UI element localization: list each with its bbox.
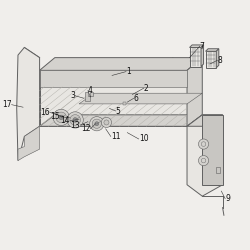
Text: 2: 2 xyxy=(144,84,148,93)
Text: 16: 16 xyxy=(40,108,50,117)
Circle shape xyxy=(198,139,209,149)
Text: 15: 15 xyxy=(50,112,60,121)
Text: 12: 12 xyxy=(81,124,90,133)
Polygon shape xyxy=(123,102,126,105)
Circle shape xyxy=(101,117,112,128)
Polygon shape xyxy=(17,48,40,160)
Circle shape xyxy=(73,118,78,122)
Polygon shape xyxy=(40,70,187,126)
Text: 10: 10 xyxy=(139,134,148,143)
Circle shape xyxy=(95,122,99,126)
Polygon shape xyxy=(206,51,216,68)
Polygon shape xyxy=(190,48,201,66)
Text: 8: 8 xyxy=(218,56,222,65)
Polygon shape xyxy=(190,45,203,48)
Text: 17: 17 xyxy=(2,100,12,109)
Polygon shape xyxy=(216,168,220,172)
Polygon shape xyxy=(187,58,202,126)
Text: 1: 1 xyxy=(126,67,131,76)
Circle shape xyxy=(104,120,109,125)
Polygon shape xyxy=(40,70,187,87)
Polygon shape xyxy=(206,49,219,51)
Circle shape xyxy=(198,156,209,166)
Text: 11: 11 xyxy=(111,132,120,141)
Polygon shape xyxy=(216,49,219,68)
Polygon shape xyxy=(18,126,40,160)
Circle shape xyxy=(56,112,66,123)
Circle shape xyxy=(59,115,64,120)
Polygon shape xyxy=(79,93,202,104)
Polygon shape xyxy=(202,115,222,185)
Polygon shape xyxy=(201,45,203,66)
Polygon shape xyxy=(40,58,202,70)
Polygon shape xyxy=(187,115,222,126)
Text: 13: 13 xyxy=(71,120,80,130)
Text: 6: 6 xyxy=(134,94,138,103)
Text: 3: 3 xyxy=(70,91,75,100)
Text: 5: 5 xyxy=(116,106,121,116)
Circle shape xyxy=(92,119,102,128)
Text: 14: 14 xyxy=(60,116,70,125)
Polygon shape xyxy=(40,115,202,126)
Circle shape xyxy=(67,112,83,128)
Text: 7: 7 xyxy=(200,42,204,51)
Text: 9: 9 xyxy=(225,194,230,203)
Circle shape xyxy=(90,116,104,131)
Circle shape xyxy=(70,115,80,125)
Polygon shape xyxy=(187,115,222,196)
Polygon shape xyxy=(85,92,93,101)
Text: 4: 4 xyxy=(88,86,93,95)
Circle shape xyxy=(53,109,69,126)
